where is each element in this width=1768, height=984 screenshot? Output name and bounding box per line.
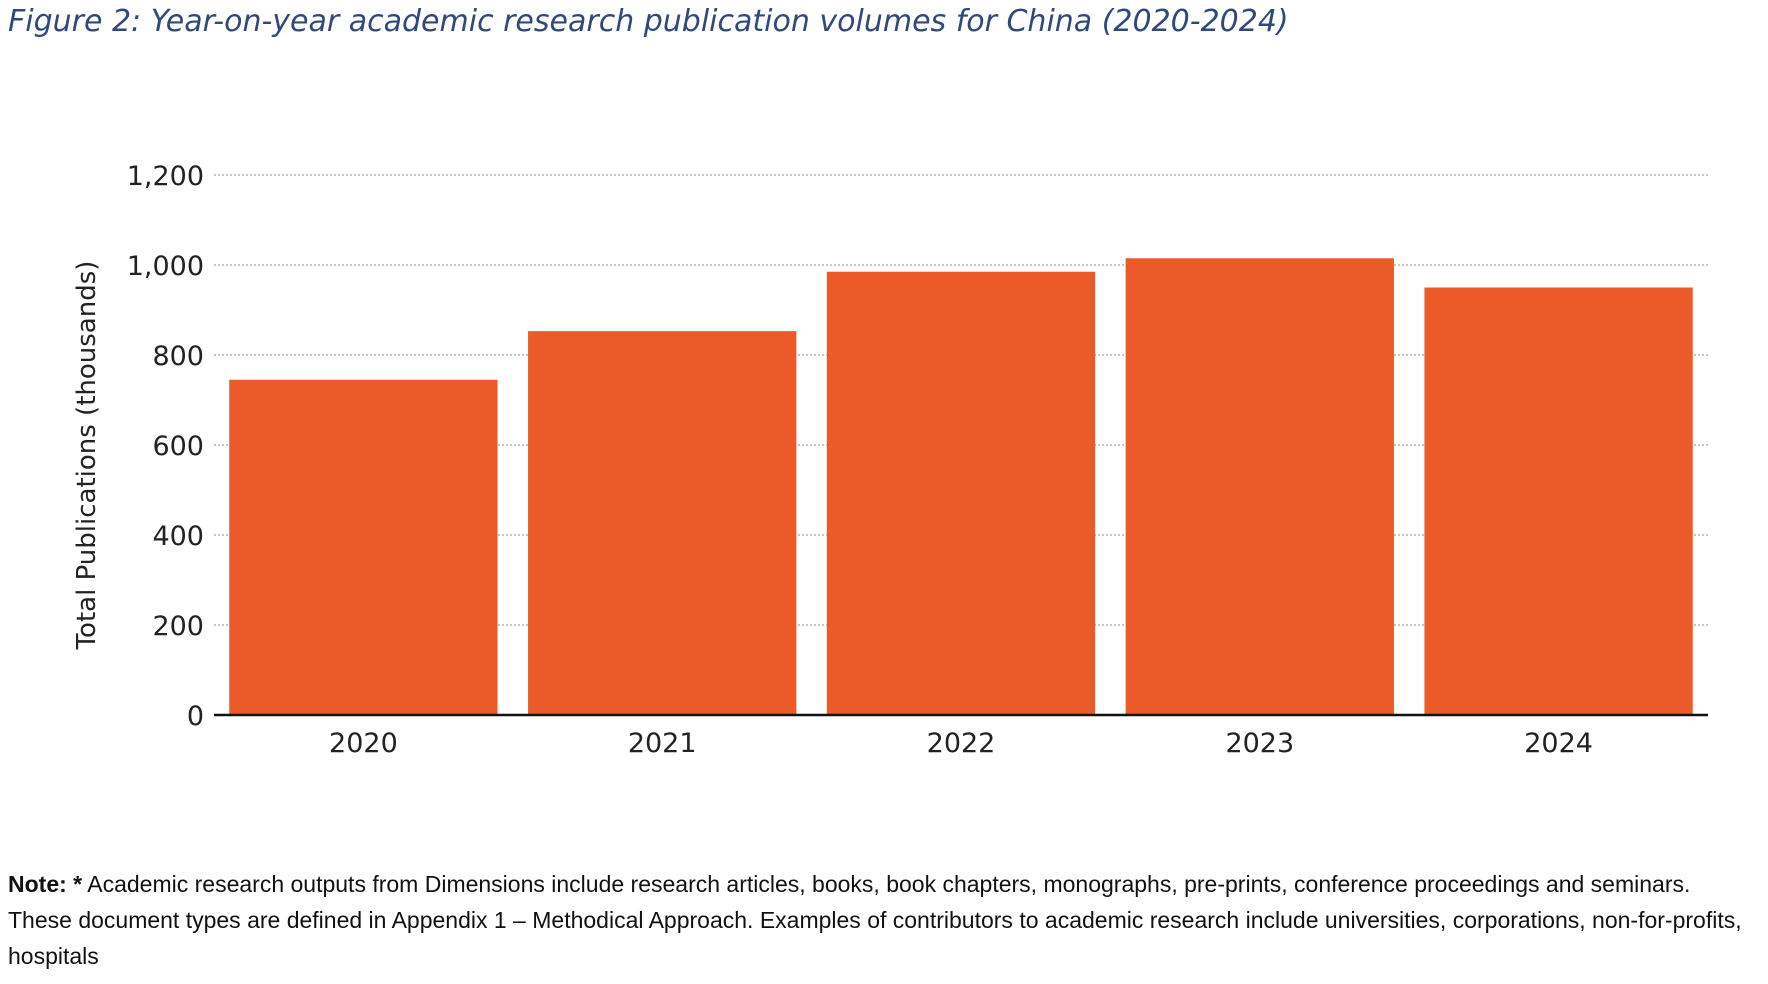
bar-2024 [1424,287,1693,715]
y-axis-title: Total Publications (thousands) [72,261,102,651]
x-tick-label: 2023 [1225,728,1294,759]
note-text: Academic research outputs from Dimension… [8,871,1742,969]
bar-series [229,258,1693,715]
bar-2021 [528,331,797,715]
x-tick-label: 2022 [927,728,996,759]
bar-2023 [1125,258,1394,715]
y-tick-label: 0 [187,701,204,732]
figure-title: Figure 2: Year-on-year academic research… [8,4,1289,39]
y-tick-label: 1,200 [127,161,204,192]
y-tick-label: 400 [152,521,204,552]
y-tick-label: 800 [152,341,204,372]
y-tick-label: 600 [152,431,204,462]
figure-note: Note: * Academic research outputs from D… [8,866,1760,974]
note-label: Note: * [8,871,83,897]
y-tick-label: 1,000 [127,251,204,282]
y-tick-label: 200 [152,611,204,642]
y-axis-ticks: 0 200 400 600 800 1,000 1,200 [127,161,204,732]
bar-2022 [826,271,1096,715]
x-axis-ticks: 2020 2021 2022 2023 2024 [329,728,1593,759]
x-tick-label: 2020 [329,728,398,759]
bar-2020 [229,379,498,715]
x-tick-label: 2021 [628,728,697,759]
x-tick-label: 2024 [1524,728,1593,759]
